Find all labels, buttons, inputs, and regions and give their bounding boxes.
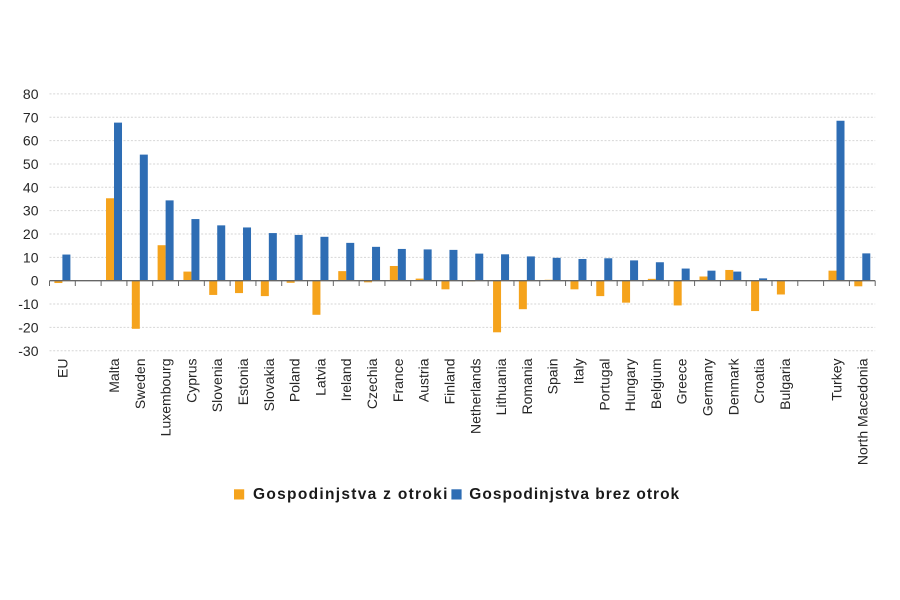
svg-text:Austria: Austria xyxy=(416,358,432,402)
svg-text:Poland: Poland xyxy=(287,359,303,403)
svg-text:Malta: Malta xyxy=(106,358,122,392)
svg-text:Germany: Germany xyxy=(699,359,715,417)
svg-text:Croatia: Croatia xyxy=(751,358,767,403)
svg-text:Finland: Finland xyxy=(441,359,457,405)
svg-text:Sweden: Sweden xyxy=(132,359,148,410)
svg-text:North Macedonia: North Macedonia xyxy=(854,358,870,465)
svg-text:30: 30 xyxy=(23,203,39,219)
svg-text:-20: -20 xyxy=(18,319,38,335)
svg-text:70: 70 xyxy=(23,109,39,125)
svg-text:Slovenia: Slovenia xyxy=(209,358,225,412)
svg-text:20: 20 xyxy=(23,226,39,242)
svg-text:Denmark: Denmark xyxy=(725,358,741,416)
svg-text:EU: EU xyxy=(54,359,70,378)
svg-text:Gospodinjstva z otroki: Gospodinjstva z otroki xyxy=(253,486,449,503)
svg-text:10: 10 xyxy=(23,249,39,265)
svg-text:50: 50 xyxy=(23,156,39,172)
svg-text:Portugal: Portugal xyxy=(596,359,612,411)
svg-text:Netherlands: Netherlands xyxy=(467,359,483,435)
svg-text:France: France xyxy=(390,358,406,402)
svg-text:Romania: Romania xyxy=(519,358,535,414)
svg-text:Italy: Italy xyxy=(570,359,586,385)
svg-text:40: 40 xyxy=(23,179,39,195)
svg-text:Spain: Spain xyxy=(545,359,561,395)
svg-text:60: 60 xyxy=(23,133,39,149)
svg-text:0: 0 xyxy=(31,273,39,289)
svg-text:Lithuania: Lithuania xyxy=(493,358,509,415)
svg-text:-30: -30 xyxy=(18,343,38,359)
svg-text:Turkey: Turkey xyxy=(829,359,845,401)
svg-text:Greece: Greece xyxy=(674,358,690,404)
svg-text:Belgium: Belgium xyxy=(648,359,664,410)
svg-text:Czechia: Czechia xyxy=(364,358,380,409)
svg-text:Latvia: Latvia xyxy=(312,358,328,396)
svg-text:Gospodinjstva brez otrok: Gospodinjstva brez otrok xyxy=(469,486,680,503)
svg-text:Estonia: Estonia xyxy=(235,358,251,405)
svg-text:Ireland: Ireland xyxy=(338,359,354,402)
svg-text:Bulgaria: Bulgaria xyxy=(777,358,793,410)
svg-text:Cyprus: Cyprus xyxy=(183,359,199,403)
svg-text:Luxembourg: Luxembourg xyxy=(158,359,174,437)
svg-text:80: 80 xyxy=(23,86,39,102)
svg-text:Slovakia: Slovakia xyxy=(261,358,277,411)
svg-text:-10: -10 xyxy=(18,296,38,312)
svg-text:Hungary: Hungary xyxy=(622,359,638,412)
